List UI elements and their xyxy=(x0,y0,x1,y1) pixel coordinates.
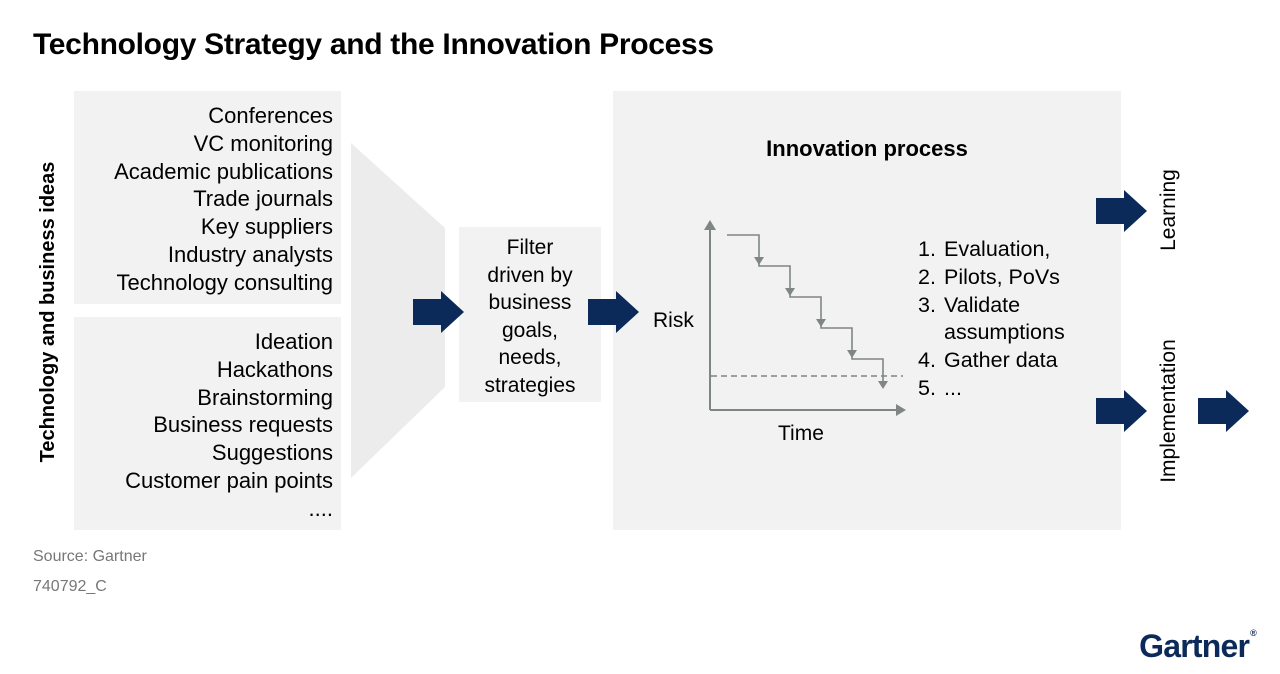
list-item: Brainstorming xyxy=(197,384,333,410)
list-item: Hackathons xyxy=(216,356,333,382)
step-arrowhead xyxy=(878,381,888,389)
step-item: 5.... xyxy=(918,375,962,400)
list-item: Industry analysts xyxy=(167,241,333,267)
step-item: 4. Gather data xyxy=(918,348,1058,373)
step-arrowhead xyxy=(816,319,826,327)
figure-id: 740792_C xyxy=(33,578,107,595)
risk-staircase-line xyxy=(727,234,884,382)
gartner-logo: Gartner® xyxy=(1139,628,1257,664)
innovation-title: Innovation process xyxy=(766,136,968,161)
source-note: Source: Gartner xyxy=(33,548,147,565)
list-item: Key suppliers xyxy=(200,214,333,240)
step-item: 2. Pilots, PoVs xyxy=(918,264,1060,289)
step-item: 3. Validate xyxy=(918,292,1021,317)
step-item: 1. Evaluation, xyxy=(918,237,1051,261)
arrow-final-icon xyxy=(1198,390,1249,432)
list-item: VC monitoring xyxy=(193,130,333,156)
filter-line: goals, xyxy=(501,318,559,342)
filter-line: driven by xyxy=(487,263,573,287)
list-item: Technology consulting xyxy=(116,269,333,295)
internal-sources-panel xyxy=(74,317,341,530)
arrow-learning-icon xyxy=(1096,190,1147,232)
page-title: Technology Strategy and the Innovation P… xyxy=(33,28,714,61)
list-item: Trade journals xyxy=(193,186,333,212)
list-item: Conferences xyxy=(208,103,333,128)
list-item: Academic publications xyxy=(114,158,333,184)
list-item: .... xyxy=(308,495,333,521)
filter-line: business xyxy=(488,291,572,314)
filter-box xyxy=(459,227,601,402)
innovation-panel xyxy=(613,91,1121,530)
step-arrowhead xyxy=(847,350,857,358)
filter-line: Filter xyxy=(506,236,554,259)
risk-axis-label: Risk xyxy=(653,309,694,332)
list-item: Customer pain points xyxy=(125,467,333,493)
list-item: Suggestions xyxy=(211,440,333,466)
external-sources-panel xyxy=(74,91,341,304)
step-arrowhead xyxy=(754,257,764,265)
filter-text: Filter driven by business goals, needs, … xyxy=(459,234,601,399)
step-arrowhead xyxy=(785,288,795,296)
arrow-to-innovation-icon xyxy=(588,291,639,333)
external-sources-list: Conferences VC monitoring Academic publi… xyxy=(114,102,333,297)
filter-line: needs, xyxy=(498,346,562,369)
arrow-to-filter-icon xyxy=(413,291,464,333)
step-item: assumptions xyxy=(944,320,1065,345)
time-axis-arrowhead xyxy=(896,404,906,416)
list-item: Business requests xyxy=(153,412,333,438)
filter-line: strategies xyxy=(484,373,576,397)
list-item: Ideation xyxy=(254,329,333,354)
risk-axis-arrowhead xyxy=(704,220,716,230)
arrow-implementation-icon xyxy=(1096,390,1147,432)
internal-sources-list: Ideation Hackathons Brainstorming Busine… xyxy=(125,328,333,523)
funnel-shape xyxy=(351,143,445,478)
innovation-steps: 1. Evaluation, 2. Pilots, PoVs 3. Validate … xyxy=(918,236,1065,403)
time-axis-label: Time xyxy=(778,422,824,445)
